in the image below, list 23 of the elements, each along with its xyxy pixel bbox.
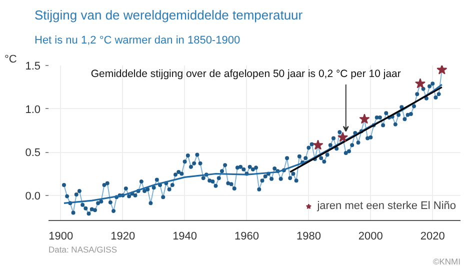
x-tick-label: 1940 — [172, 230, 198, 242]
text: Data: NASA/GISS — [48, 244, 118, 254]
y-tick-label: 0.0 — [25, 190, 41, 202]
x-tick-label: 1960 — [234, 230, 260, 242]
point — [312, 140, 324, 150]
point — [414, 78, 426, 88]
chart-title: Stijging van de wereldgemiddelde temperatuur — [34, 8, 304, 22]
chart-subtitle: Het is nu 1,2 °C warmer dan in 1850-1900 — [34, 34, 240, 46]
y-tick-label: 1.0 — [25, 104, 41, 116]
annotation: Gemiddelde stijging over de afgelopen 50 jaar is 0,2 °C per 10 jaar — [90, 68, 402, 80]
point — [436, 66, 448, 74]
y-tick-label: 1.5 — [25, 60, 41, 72]
x-tick-label: 2020 — [420, 230, 445, 242]
point — [338, 132, 348, 142]
x-tick-label: 1920 — [110, 230, 136, 242]
x-tick-label: 1980 — [296, 230, 321, 242]
y-tick-label: 0.5 — [25, 147, 41, 160]
text: ©KNMI — [432, 256, 461, 266]
point — [359, 114, 370, 124]
x-tick-label: 2000 — [358, 230, 383, 242]
x-tick-label: 1900 — [48, 230, 74, 242]
y-axis-title: °C — [4, 54, 17, 66]
legend-label: jaren met een sterke El Niño — [317, 200, 456, 212]
